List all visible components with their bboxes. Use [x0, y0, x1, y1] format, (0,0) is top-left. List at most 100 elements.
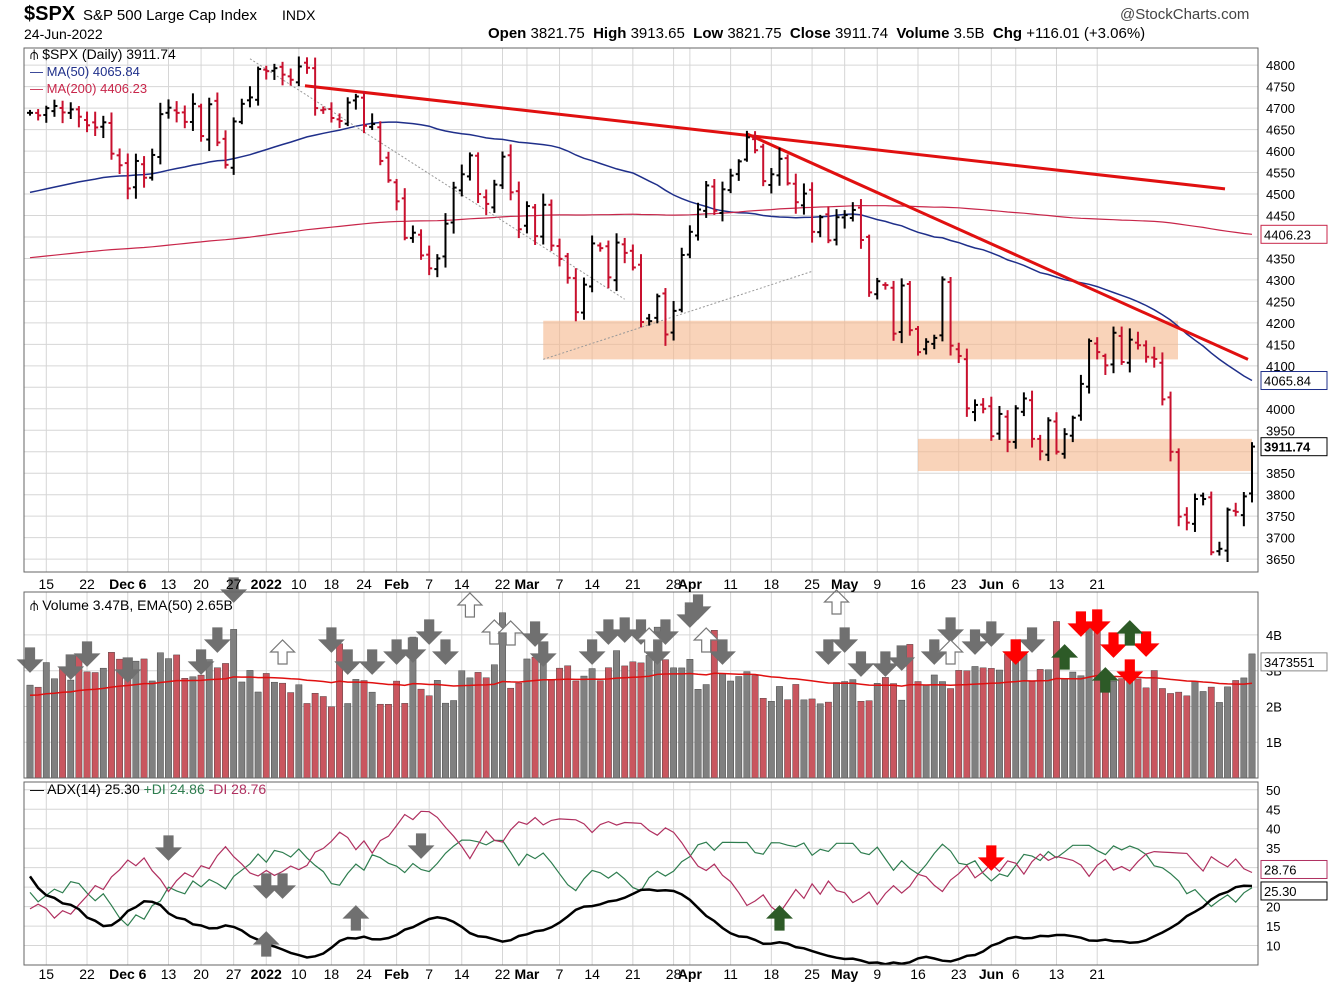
- volume-bar: [531, 656, 539, 779]
- panel-frame: [23, 591, 1259, 779]
- down-arrow-icon: [73, 641, 101, 667]
- adx-tick-label: 15: [1266, 919, 1280, 934]
- price-tick-label: 4550: [1266, 166, 1295, 181]
- volume-bar: [26, 684, 34, 779]
- down-arrow-icon: [317, 627, 345, 653]
- value-tag-label: 28.76: [1264, 862, 1297, 877]
- x-tick-label: 7: [425, 966, 433, 982]
- volume-bar: [564, 665, 572, 779]
- volume-bar: [1150, 670, 1158, 779]
- up-arrow-icon: [692, 627, 720, 653]
- down-arrow-icon: [977, 845, 1005, 871]
- volume-tick-label: 1B: [1266, 735, 1282, 750]
- down-arrow-icon: [203, 627, 231, 653]
- volume-bar: [442, 702, 449, 779]
- x-tick-label: 21: [625, 966, 641, 982]
- volume-bar: [637, 662, 645, 779]
- value-tag: [1260, 224, 1328, 244]
- down-arrow-icon: [1100, 632, 1127, 658]
- axis-labels: 4800475047004650460045504500445043504300…: [39, 58, 1328, 982]
- volume-bar: [507, 687, 515, 779]
- open-value: 3821.75: [530, 25, 585, 42]
- volume-bar: [922, 684, 930, 779]
- x-tick-label: Dec 6: [109, 966, 147, 982]
- volume-bar: [303, 703, 311, 779]
- volume-bar: [759, 698, 767, 779]
- volume-tick-label: 4B: [1266, 628, 1282, 643]
- falling-trendline: [746, 132, 1249, 361]
- volume-bar: [1126, 672, 1134, 779]
- volume-bar: [556, 667, 563, 779]
- x-tick-label: 2022: [251, 966, 282, 982]
- volume-bar: [197, 674, 205, 779]
- volume-bar: [458, 670, 466, 779]
- volume-bar: [230, 629, 238, 779]
- resistance-trendline: [304, 84, 1226, 191]
- volume-value: 3.5B: [953, 25, 985, 42]
- x-tick-label: 28: [666, 576, 682, 592]
- volume-bar: [963, 670, 971, 779]
- volume-bar: [1036, 669, 1044, 779]
- volume-bar: [1004, 654, 1011, 779]
- volume-ema-line: [29, 672, 1253, 697]
- legend-volume: ⫛ Volume 3.47B, EMA(50) 2.65B: [30, 597, 233, 613]
- volume-bar: [588, 668, 596, 779]
- volume-bar: [262, 673, 270, 779]
- volume-bar: [808, 698, 816, 779]
- x-tick-label: 7: [556, 576, 564, 592]
- volume-bar: [702, 684, 710, 779]
- volume-bar: [1028, 681, 1036, 779]
- up-arrow-icon: [766, 905, 793, 931]
- up-arrow-icon: [269, 639, 296, 665]
- x-tick-label: 18: [324, 576, 340, 592]
- up-arrow-icon: [342, 905, 370, 931]
- price-tick-label: 4600: [1266, 144, 1295, 159]
- down-arrow-icon: [383, 639, 411, 665]
- panel-frames: [23, 47, 1259, 966]
- down-arrow-icon: [578, 639, 606, 665]
- volume-bar: [1077, 675, 1085, 779]
- volume-bar: [1101, 680, 1109, 779]
- volume-bar: [849, 679, 857, 779]
- volume-bar: [743, 671, 751, 779]
- high-value: 3913.65: [630, 25, 685, 42]
- x-tick-label: 21: [1089, 576, 1105, 592]
- value-tag-label: 4065.84: [1264, 374, 1311, 389]
- low-label: Low: [693, 25, 724, 42]
- x-tick-label: 6: [1012, 576, 1020, 592]
- volume-bar: [311, 692, 319, 779]
- x-tick-label: 21: [625, 576, 641, 592]
- x-tick-label: Feb: [384, 966, 409, 982]
- volume-bar: [841, 681, 849, 779]
- volume-bar: [59, 668, 66, 779]
- volume-bar: [955, 670, 963, 779]
- down-arrow-icon: [961, 629, 989, 655]
- volume-bar: [857, 701, 865, 779]
- support-zone: [543, 320, 1178, 360]
- volume-bar: [792, 684, 800, 779]
- x-tick-label: Dec 6: [109, 576, 147, 592]
- volume-bar: [34, 686, 42, 779]
- volume-bar: [613, 650, 620, 779]
- volume-bar: [987, 668, 995, 779]
- volume-bar: [1175, 691, 1183, 779]
- x-tick-label: 28: [666, 966, 682, 982]
- adx-tick-label: 40: [1266, 822, 1280, 837]
- volume-bar: [539, 655, 547, 779]
- chg-value: +116.01 (+3.06%): [1026, 25, 1146, 42]
- volume-bar: [1142, 687, 1150, 779]
- volume-bar: [482, 677, 490, 779]
- volume-bar: [401, 703, 409, 779]
- volume-bar: [523, 658, 531, 779]
- volume-bar: [148, 680, 156, 779]
- volume-bar: [1044, 669, 1052, 779]
- volume-bar: [1118, 678, 1126, 779]
- x-tick-label: 7: [556, 966, 564, 982]
- volume-bar: [99, 667, 107, 779]
- adx-tick-label: 20: [1266, 900, 1280, 915]
- down-arrow-icon: [415, 619, 443, 645]
- x-tick-label: 11: [723, 576, 738, 592]
- volume-bar: [784, 699, 792, 779]
- value-tag: [1260, 881, 1328, 901]
- volume-bar: [865, 700, 873, 779]
